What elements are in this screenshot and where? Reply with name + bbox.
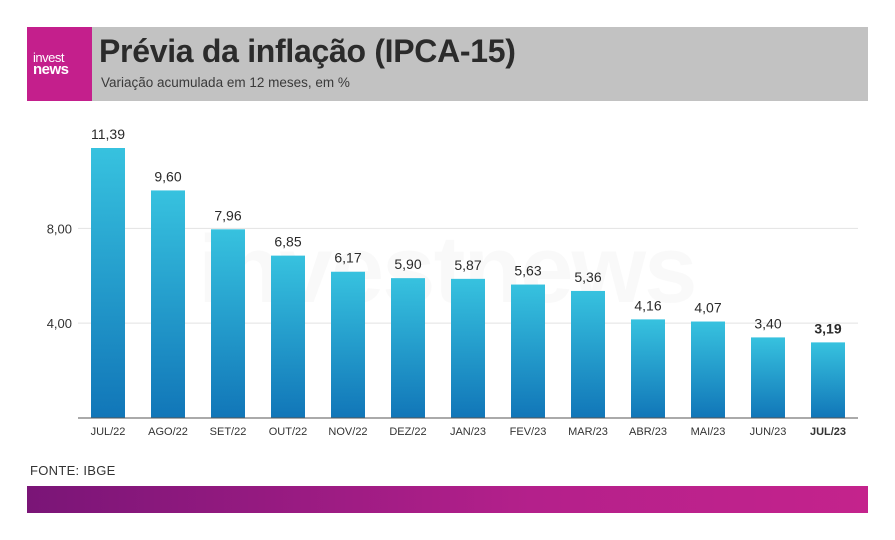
bar <box>211 229 245 418</box>
bar-value-label: 9,60 <box>154 168 181 184</box>
x-tick-label: JUN/23 <box>750 426 787 438</box>
bar-value-label: 6,85 <box>274 234 301 250</box>
footer-bar <box>27 486 868 513</box>
bar-value-label: 3,40 <box>754 315 781 331</box>
bar-value-label: 7,96 <box>214 207 241 223</box>
bar <box>271 255 305 418</box>
bar <box>451 278 485 418</box>
logo-text-bottom: news <box>33 61 69 78</box>
x-tick-label: SET/22 <box>210 426 247 438</box>
bar-value-label: 5,36 <box>574 269 601 285</box>
bar-value-label: 3,19 <box>814 320 841 336</box>
header: invest news Prévia da inflação (IPCA-15)… <box>27 27 868 101</box>
x-tick-label: MAR/23 <box>568 426 608 438</box>
x-tick-label: FEV/23 <box>510 426 547 438</box>
bar-value-label: 5,87 <box>454 257 481 273</box>
bar <box>511 284 545 418</box>
x-tick-label: JUL/22 <box>91 426 126 438</box>
investnews-logo: invest news <box>27 27 92 101</box>
bar <box>571 290 605 418</box>
bar-value-label: 11,39 <box>91 126 125 142</box>
bar <box>691 321 725 418</box>
x-tick-label: MAI/23 <box>691 426 726 438</box>
chart-subtitle: Variação acumulada em 12 meses, em % <box>101 75 350 90</box>
source-note: FONTE: IBGE <box>30 463 116 478</box>
x-tick-label: DEZ/22 <box>389 426 426 438</box>
chart-title: Prévia da inflação (IPCA-15) <box>99 33 516 69</box>
bar-value-label: 4,07 <box>694 300 721 316</box>
x-tick-label: AGO/22 <box>148 426 188 438</box>
bar <box>91 148 125 418</box>
bar <box>151 190 185 418</box>
bar <box>751 337 785 418</box>
y-tick-label: 4,00 <box>47 316 72 331</box>
y-tick-label: 8,00 <box>47 221 72 236</box>
x-tick-label: NOV/22 <box>328 426 367 438</box>
bar <box>811 342 845 418</box>
x-tick-label: OUT/22 <box>269 426 308 438</box>
bar-value-label: 5,90 <box>394 256 421 272</box>
bar <box>631 319 665 418</box>
bar-value-label: 4,16 <box>634 297 661 313</box>
bar-value-label: 5,63 <box>514 263 541 279</box>
bar-value-label: 6,17 <box>334 250 361 266</box>
bar <box>331 271 365 418</box>
x-tick-label: JUL/23 <box>810 426 846 438</box>
x-tick-label: ABR/23 <box>629 426 667 438</box>
x-tick-label: JAN/23 <box>450 426 486 438</box>
bar <box>391 278 425 418</box>
logo-text-top: invest <box>33 50 64 65</box>
